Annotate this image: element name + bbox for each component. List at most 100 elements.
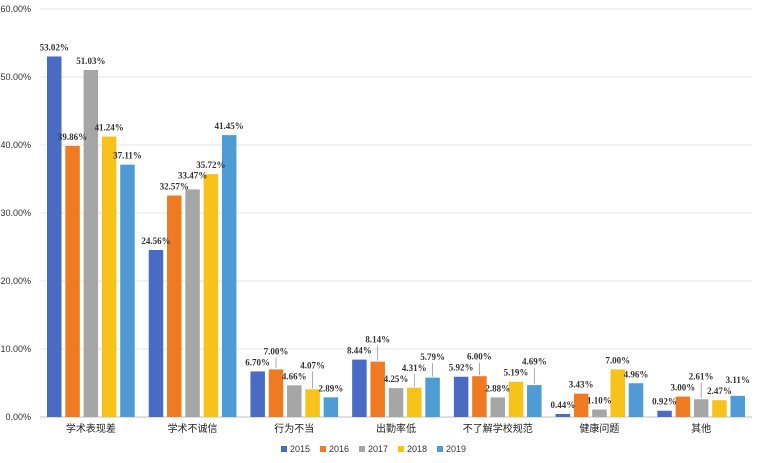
legend-label: 2019 <box>446 444 466 454</box>
data-label: 5.92% <box>449 363 474 373</box>
bars <box>47 56 745 418</box>
data-label: 7.00% <box>264 346 289 356</box>
bar-2015-2 <box>250 371 265 417</box>
bar-2018-2 <box>305 389 320 417</box>
data-label: 35.72% <box>196 160 225 170</box>
data-label: 4.66% <box>282 371 307 381</box>
data-label: 2.61% <box>689 372 714 382</box>
y-tick-label: 40.00% <box>0 140 31 150</box>
legend-swatch <box>359 446 365 452</box>
bar-2017-6 <box>693 399 709 417</box>
category-label: 学术表现差 <box>66 422 116 435</box>
data-labels: 53.02% 39.86% 51.03% 41.24% 37.11% 24.56% 32.5… <box>40 42 750 410</box>
bar-2017-4 <box>490 397 505 417</box>
data-label: 4.25% <box>384 374 409 384</box>
bar-2019-4 <box>527 385 542 417</box>
bar-2016-2 <box>268 369 284 417</box>
bar-2019-0 <box>120 164 135 417</box>
bar-2018-4 <box>508 381 524 417</box>
bar-2018-5 <box>610 369 625 417</box>
bar-2016-4 <box>472 376 487 417</box>
y-tick-label: 10.00% <box>0 344 31 354</box>
bar-2017-3 <box>388 388 404 417</box>
bar-2017-1 <box>185 189 200 417</box>
bar-2018-6 <box>712 400 727 417</box>
bar-2018-0 <box>101 136 117 417</box>
bar-2018-3 <box>407 387 422 417</box>
data-label: 53.02% <box>40 42 69 52</box>
category-label: 其他 <box>691 422 711 435</box>
data-label: 41.45% <box>215 121 244 131</box>
y-tick-label: 0.00% <box>5 412 31 422</box>
bar-2015-1 <box>148 249 164 417</box>
bar-2019-3 <box>425 377 440 417</box>
bar-2015-3 <box>352 359 367 417</box>
x-axis-categories: 学术表现差 学术不诚信 行为不当 出勤率低 不了解学校规范 健康问题 其他 <box>66 422 711 435</box>
data-label: 0.44% <box>550 400 575 410</box>
legend-label: 2017 <box>368 444 388 454</box>
data-label: 5.19% <box>504 368 529 378</box>
bar-2017-0 <box>83 69 99 417</box>
data-label: 6.70% <box>245 357 270 367</box>
y-tick-label: 50.00% <box>0 72 31 82</box>
bar-2016-6 <box>675 396 691 417</box>
data-label: 3.11% <box>726 375 750 385</box>
bar-2015-5 <box>555 414 571 417</box>
bar-2019-1 <box>221 135 237 417</box>
bar-2015-6 <box>657 410 672 417</box>
legend-label: 2018 <box>407 444 427 454</box>
bar-2018-1 <box>203 174 219 417</box>
data-label: 2.89% <box>319 383 344 393</box>
data-label: 3.43% <box>569 380 594 390</box>
bar-2019-2 <box>323 397 339 417</box>
data-label: 0.92% <box>652 397 677 407</box>
data-label: 2.88% <box>485 383 510 393</box>
bar-2015-0 <box>47 56 62 418</box>
gridlines <box>40 8 752 418</box>
legend-swatch <box>281 446 287 452</box>
data-label: 37.11% <box>113 151 142 161</box>
legend-label: 2015 <box>290 444 310 454</box>
data-label: 2.47% <box>707 386 732 396</box>
legend-swatch <box>320 446 326 452</box>
y-tick-label: 30.00% <box>0 208 31 218</box>
bar-2017-2 <box>287 385 302 417</box>
legend-swatch <box>437 446 443 452</box>
data-label: 1.10% <box>587 396 612 406</box>
legend-label: 2016 <box>329 444 349 454</box>
data-label: 8.44% <box>347 346 372 356</box>
data-label: 3.00% <box>670 383 695 393</box>
bar-2019-6 <box>730 395 745 417</box>
bar-2016-0 <box>65 145 80 417</box>
y-axis-ticks: 0.00% 10.00% 20.00% 30.00% 40.00% 50.00% 60.00… <box>0 4 31 422</box>
bar-2017-5 <box>592 409 607 417</box>
y-tick-label: 60.00% <box>0 4 31 14</box>
bar-2016-5 <box>573 393 589 417</box>
data-label: 4.69% <box>522 357 547 367</box>
data-label: 5.79% <box>420 352 445 362</box>
legend-swatch <box>398 446 404 452</box>
data-label: 51.03% <box>76 56 105 66</box>
data-label: 8.14% <box>365 335 390 345</box>
category-label: 学术不诚信 <box>168 422 218 435</box>
data-label: 7.00% <box>605 355 630 365</box>
bar-2015-4 <box>453 376 469 417</box>
data-label: 4.96% <box>624 369 649 379</box>
label-leaders <box>275 345 702 399</box>
category-label: 行为不当 <box>274 422 314 435</box>
data-label: 6.00% <box>467 352 492 362</box>
category-label: 不了解学校规范 <box>463 422 533 435</box>
y-tick-label: 20.00% <box>0 276 31 286</box>
data-label: 41.24% <box>95 123 124 133</box>
bar-2016-3 <box>370 361 385 417</box>
data-label: 32.57% <box>160 182 189 192</box>
legend: 2015 2016 2017 2018 2019 <box>281 444 466 454</box>
category-label: 健康问题 <box>579 422 619 435</box>
data-label: 4.07% <box>300 360 325 370</box>
bar-2016-1 <box>167 195 182 417</box>
data-label: 24.56% <box>141 236 170 246</box>
category-label: 出勤率低 <box>376 422 416 435</box>
bar-2019-5 <box>628 383 644 417</box>
data-label: 39.86% <box>58 132 87 142</box>
